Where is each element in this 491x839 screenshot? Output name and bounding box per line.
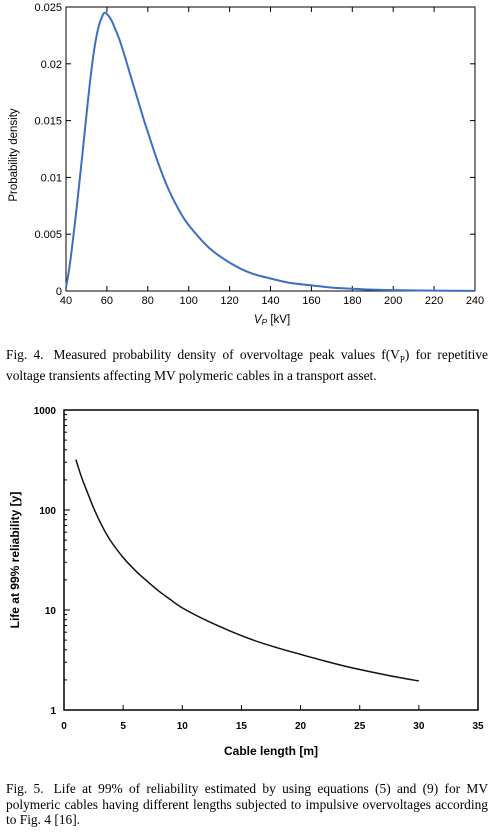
x-tick-label: 5 [120, 721, 126, 732]
y-tick-label: 1000 [34, 406, 57, 417]
plot-frame [63, 409, 479, 711]
y-tick-label: 10 [45, 606, 57, 617]
y-tick-label: 0.005 [34, 229, 62, 241]
y-tick-label: 0 [56, 286, 62, 298]
x-tick-label: 80 [142, 295, 154, 307]
x-tick-label: 180 [343, 295, 361, 307]
x-tick-label: 160 [302, 295, 320, 307]
x-tick-label: 10 [177, 721, 189, 732]
plot-frame [65, 6, 476, 292]
y-axis-label: Life at 99% reliability [y] [8, 492, 22, 629]
x-axis-label: VP [kV] [254, 314, 290, 327]
x-tick-label: 35 [472, 721, 484, 732]
x-tick-label: 200 [384, 295, 402, 307]
life-curve [75, 459, 419, 682]
x-tick-label: 15 [236, 721, 248, 732]
x-tick-label: 20 [295, 721, 307, 732]
x-tick-label: 40 [60, 295, 72, 307]
x-tick-label: 0 [61, 721, 67, 732]
y-tick-label: 0.01 [41, 172, 62, 184]
x-axis-label: Cable length [m] [224, 744, 318, 758]
y-tick-label: 0.025 [34, 2, 62, 14]
x-tick-label: 60 [101, 295, 113, 307]
x-tick-label: 100 [180, 295, 198, 307]
x-tick-label: 25 [354, 721, 366, 732]
y-axis-label: Probability density [8, 108, 20, 202]
figure-5-caption: Fig. 5. Life at 99% of reliability estima… [6, 781, 488, 827]
probability-density-chart: 40 60 80 100 120 140 160 180 200 220 240 0 0.005 0.01… [8, 2, 484, 327]
x-tick-label: 120 [220, 295, 238, 307]
x-tick-label: 140 [261, 295, 279, 307]
x-tick-label: 240 [466, 295, 484, 307]
y-tick-label: 0.015 [34, 116, 62, 128]
x-tick-label: 220 [425, 295, 443, 307]
x-tick-label: 30 [413, 721, 425, 732]
life-reliability-chart: 0 5 10 15 20 25 30 35 1 10 100 1000 Cable length [m… [8, 406, 484, 758]
y-tick-label: 1 [50, 706, 56, 717]
density-curve [65, 11, 476, 292]
figure-4-caption: Fig. 4. Measured probability density of o… [6, 347, 488, 384]
y-tick-label: 0.02 [41, 59, 62, 71]
y-tick-label: 100 [39, 506, 56, 517]
